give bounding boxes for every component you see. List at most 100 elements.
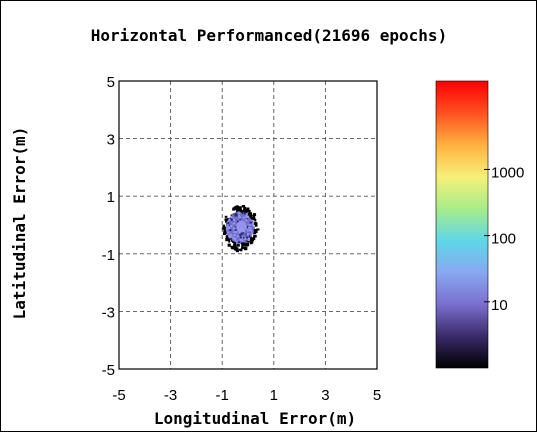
data-point [237,218,240,221]
data-point [255,222,258,225]
data-point [234,229,237,232]
data-point [252,217,256,221]
data-point [251,222,254,225]
data-point [248,235,251,238]
x-tick-label: 1 [270,387,278,404]
data-point [241,217,244,220]
data-point [244,229,247,232]
data-point [229,233,232,236]
data-point [245,230,248,233]
x-tick-label: -5 [112,387,125,404]
data-point [239,236,242,239]
data-point [246,217,249,220]
data-point [241,243,244,247]
data-point [240,214,243,217]
data-point [236,242,239,245]
data-point [244,246,248,251]
data-point [222,224,225,228]
data-point [238,218,241,221]
data-point [236,212,239,215]
data-point [228,239,231,243]
data-point [243,220,246,223]
data-point [234,205,238,209]
data-point [238,248,242,251]
data-point [234,224,237,227]
data-point [252,214,256,219]
data-point [233,207,238,210]
data-point [240,241,243,245]
data-point [246,213,250,216]
data-point [239,212,242,215]
data-point [225,227,228,230]
data-point [251,223,254,226]
data-point [242,219,245,222]
data-point [247,240,250,243]
data-point [238,211,241,214]
y-tick-labels: 5 3 1 -1 -3 -5 [102,74,115,379]
data-point [250,219,253,222]
data-point [233,230,236,233]
y-tick-label: -1 [102,247,115,264]
data-point [226,225,229,228]
data-point [247,220,250,223]
data-point [252,236,256,241]
data-point [236,243,240,247]
data-point [241,205,246,208]
x-tick-label: 3 [321,387,329,404]
data-point [229,229,232,232]
data-point [245,213,248,216]
data-point [236,238,239,241]
data-point [247,217,250,220]
data-point [230,215,233,218]
data-point [251,232,254,235]
data-point [254,219,257,222]
data-point [242,236,245,239]
data-point [238,231,241,234]
data-point [240,232,243,235]
data-point [252,213,257,217]
data-point [243,212,246,215]
data-point [235,249,239,253]
data-point [242,216,245,219]
data-point [246,233,249,236]
x-tick-label: -1 [216,387,229,404]
data-point [228,236,231,239]
data-point [241,236,244,239]
data-point [236,235,239,238]
data-point [248,231,251,234]
data-point [233,246,236,250]
data-point [237,214,240,217]
data-point [253,229,256,232]
data-point [232,227,235,230]
data-point [240,239,243,242]
data-point [230,220,233,223]
data-point [227,237,231,240]
data-point [229,237,232,240]
data-point [230,218,233,221]
data-point [254,229,258,234]
data-point [228,227,231,230]
data-point [246,229,249,232]
data-point [245,240,248,243]
x-tick-label: 5 [373,387,381,404]
data-point [238,241,241,244]
plot-frame [118,80,378,370]
data-point [237,220,240,223]
data-point [235,217,238,220]
data-point [248,212,253,216]
data-point [241,246,245,250]
data-point [232,207,236,211]
data-point [247,238,250,241]
data-point [246,207,250,211]
data-point [236,214,239,217]
data-point [245,216,248,219]
data-point [223,230,226,233]
data-point [232,218,235,221]
x-axis-label: Longitudinal Error(m) [154,409,356,428]
data-point [234,212,237,215]
data-point [225,235,229,239]
data-point [241,212,244,215]
error-point-cloud [222,205,260,253]
